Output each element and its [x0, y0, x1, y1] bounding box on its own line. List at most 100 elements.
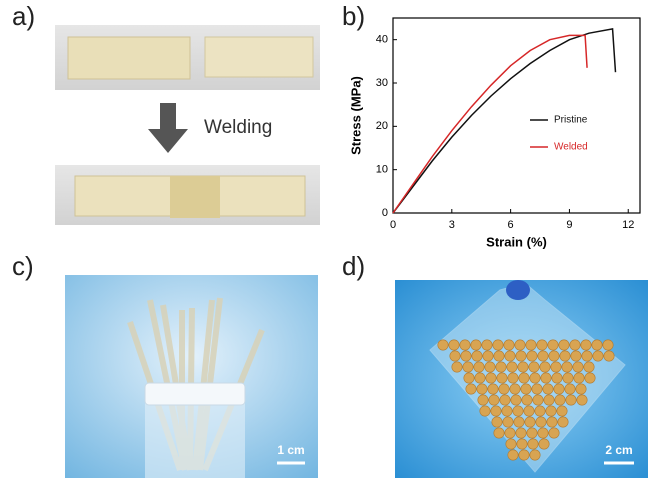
bead: [501, 405, 513, 417]
bead: [493, 427, 505, 439]
bead: [513, 416, 525, 428]
bead: [496, 372, 508, 384]
legend-label: Pristine: [554, 115, 588, 126]
y-tick-label: 30: [376, 77, 388, 89]
bead: [485, 372, 497, 384]
bead: [465, 383, 477, 395]
x-tick-label: 0: [390, 219, 396, 231]
bead: [525, 339, 537, 351]
y-tick-label: 20: [376, 120, 388, 132]
bead: [569, 339, 581, 351]
panel-label: d): [342, 251, 365, 281]
bead: [507, 449, 519, 461]
bead: [562, 372, 574, 384]
bead: [591, 339, 603, 351]
legend-label: Welded: [554, 142, 588, 153]
arrow: [148, 103, 188, 153]
bead: [523, 405, 535, 417]
bead: [538, 438, 550, 450]
bead: [537, 350, 549, 362]
glove: [506, 280, 530, 300]
bead: [575, 383, 587, 395]
panel-label: c): [12, 251, 34, 281]
bead: [516, 438, 528, 450]
bead: [521, 394, 533, 406]
bead: [528, 361, 540, 373]
bead: [474, 372, 486, 384]
bead: [462, 361, 474, 373]
bead: [539, 361, 551, 373]
bead: [473, 361, 485, 373]
x-tick-label: 12: [622, 219, 634, 231]
bead: [514, 339, 526, 351]
bead: [551, 372, 563, 384]
bead: [493, 350, 505, 362]
bead: [557, 416, 569, 428]
bead: [482, 350, 494, 362]
bead: [479, 405, 491, 417]
bead: [449, 350, 461, 362]
x-axis-label: Strain (%): [486, 234, 547, 249]
bead: [506, 361, 518, 373]
bead: [572, 361, 584, 373]
bead: [603, 350, 615, 362]
panel-label: a): [12, 1, 35, 31]
plot-frame: [392, 17, 641, 214]
bead: [526, 427, 538, 439]
bead: [532, 394, 544, 406]
bead: [507, 372, 519, 384]
bead: [529, 372, 541, 384]
bead: [546, 416, 558, 428]
bead: [542, 383, 554, 395]
bead: [564, 383, 576, 395]
bead: [470, 339, 482, 351]
bead: [534, 405, 546, 417]
bead: [487, 383, 499, 395]
y-axis-label: Stress (MPa): [348, 76, 363, 155]
bead: [448, 339, 460, 351]
y-tick-label: 40: [376, 34, 388, 46]
bead: [526, 350, 538, 362]
weld-overlap: [170, 176, 220, 218]
bead: [537, 427, 549, 439]
bead: [510, 394, 522, 406]
bead: [504, 427, 516, 439]
bead: [520, 383, 532, 395]
bead: [437, 339, 449, 351]
bead: [531, 383, 543, 395]
bead: [527, 438, 539, 450]
bead: [481, 339, 493, 351]
bead: [547, 339, 559, 351]
bead: [565, 394, 577, 406]
bead: [550, 361, 562, 373]
welding-label: Welding: [204, 117, 272, 138]
bead: [518, 372, 530, 384]
jar-lid: [144, 382, 246, 406]
bead: [477, 394, 489, 406]
bead: [503, 339, 515, 351]
bead: [488, 394, 500, 406]
bead: [491, 416, 503, 428]
data-line: [392, 34, 588, 214]
bead: [518, 449, 530, 461]
beads: [437, 339, 615, 461]
bead: [556, 405, 568, 417]
bead: [515, 427, 527, 439]
bead: [584, 372, 596, 384]
bead: [580, 339, 592, 351]
bead: [602, 339, 614, 351]
bead: [576, 394, 588, 406]
film: [67, 36, 191, 80]
y-tick-label: 10: [376, 164, 388, 176]
y-tick-label: 0: [382, 207, 388, 219]
bead: [559, 350, 571, 362]
bead: [553, 383, 565, 395]
scale-label: 1 cm: [277, 443, 304, 457]
bead: [505, 438, 517, 450]
x-tick-label: 9: [566, 219, 572, 231]
bead: [536, 339, 548, 351]
x-tick-label: 3: [449, 219, 455, 231]
bead: [512, 405, 524, 417]
bead: [529, 449, 541, 461]
